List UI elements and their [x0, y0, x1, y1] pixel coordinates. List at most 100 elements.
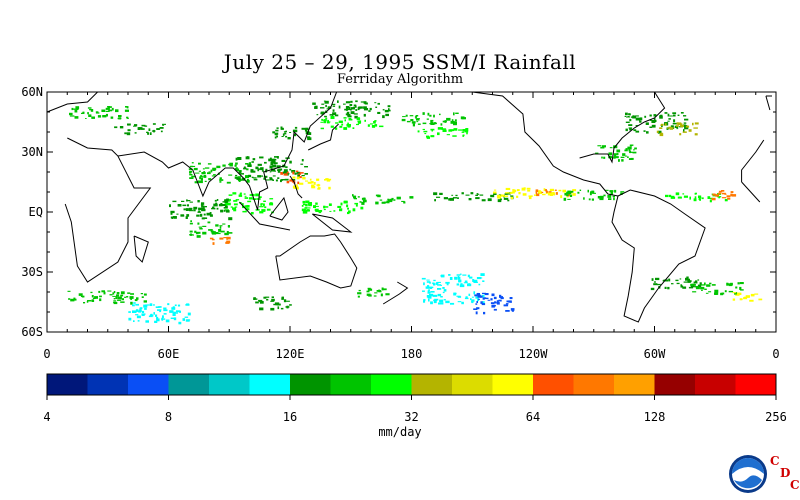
rain-cell [704, 282, 706, 286]
rain-cell [320, 121, 324, 123]
rain-cell [472, 279, 475, 282]
rain-cell [439, 113, 441, 116]
rain-cell [626, 116, 631, 118]
rain-cell [223, 237, 228, 239]
rain-cell [689, 196, 691, 200]
rain-cell [265, 179, 270, 181]
rain-cell [440, 296, 443, 298]
rain-cell [163, 309, 168, 312]
rain-cell [251, 176, 254, 178]
rain-cell [233, 203, 238, 206]
rain-cell [469, 276, 473, 279]
rain-cell [667, 286, 670, 290]
rain-cell [213, 174, 216, 176]
rain-cell [268, 158, 272, 162]
rain-cell [259, 301, 264, 304]
colorbar-label: 32 [404, 410, 418, 424]
rain-cell [264, 161, 267, 164]
colorbar-label: 128 [644, 410, 666, 424]
rain-cell [616, 153, 619, 155]
rain-cell [201, 172, 206, 175]
rain-cell [471, 301, 474, 303]
rain-cell [701, 289, 703, 291]
rain-cell [401, 200, 405, 202]
rain-cell [144, 307, 147, 310]
rain-cell [264, 206, 267, 209]
rain-cell [94, 296, 98, 299]
rain-cell [324, 100, 329, 104]
rain-cell [160, 130, 163, 133]
rain-cell [684, 126, 689, 130]
rain-cell [207, 221, 211, 224]
rain-cell [191, 175, 196, 178]
rain-cell [739, 286, 742, 290]
rain-cell [451, 194, 454, 196]
rain-cell [275, 129, 279, 132]
rain-cell [203, 207, 205, 210]
rain-cell [74, 116, 79, 119]
rain-cell [90, 109, 94, 112]
rain-cell [347, 115, 352, 118]
rain-cell [253, 297, 256, 299]
rain-cell [257, 175, 262, 178]
rain-cell [481, 199, 486, 202]
colorbar-swatch [614, 374, 655, 395]
rain-cell [126, 132, 131, 136]
cdc-letter-1: C [770, 454, 780, 468]
rain-cell [393, 199, 396, 201]
rain-cell [434, 199, 436, 202]
rain-cell [222, 223, 226, 225]
rain-cell [270, 307, 275, 311]
rain-cell [326, 122, 330, 124]
rain-cell [740, 289, 744, 291]
rain-cell [244, 195, 247, 197]
colorbar-label: 256 [765, 410, 787, 424]
rain-cell [475, 296, 479, 299]
rain-cell [745, 295, 750, 298]
rain-cell [212, 167, 217, 171]
rain-cell [335, 122, 339, 124]
rain-cell [686, 276, 689, 279]
rain-cell [549, 193, 553, 196]
rain-cell [173, 317, 177, 321]
rain-cell [546, 190, 548, 193]
rain-cell [614, 189, 617, 193]
rain-cell [695, 287, 700, 290]
rain-cell [377, 102, 380, 105]
rain-cell [445, 281, 450, 284]
rain-cell [324, 115, 327, 118]
rain-cell [604, 189, 609, 191]
rain-cell [367, 287, 371, 290]
rain-cell [135, 314, 139, 316]
rain-cell [189, 170, 193, 173]
rain-cell [653, 283, 658, 286]
rain-cell [597, 145, 602, 147]
rain-cell [355, 100, 358, 103]
rain-cell [732, 194, 737, 197]
rain-cell [228, 217, 233, 221]
rain-cell [226, 231, 229, 234]
rain-cell [138, 309, 142, 312]
rain-cell [255, 301, 259, 304]
rain-cell [528, 196, 532, 200]
rain-cell [191, 234, 194, 236]
rain-cell [458, 129, 463, 131]
rain-cell [443, 289, 447, 292]
coastline-segment [441, 91, 619, 197]
rain-cell [675, 279, 679, 282]
rain-cell [493, 296, 497, 300]
rain-cell [113, 301, 117, 304]
rain-cell [277, 169, 281, 171]
rain-cell [98, 290, 101, 293]
rain-cell [734, 292, 738, 295]
rain-cell [153, 312, 155, 315]
rain-cell [429, 123, 433, 125]
rain-cell [467, 274, 470, 278]
rain-cell [210, 169, 213, 173]
rain-cell [659, 133, 664, 137]
rain-cell [498, 194, 502, 197]
rain-cell [165, 319, 170, 323]
rain-cell [711, 284, 716, 286]
rain-cell [141, 296, 144, 298]
rain-cell [274, 302, 280, 306]
